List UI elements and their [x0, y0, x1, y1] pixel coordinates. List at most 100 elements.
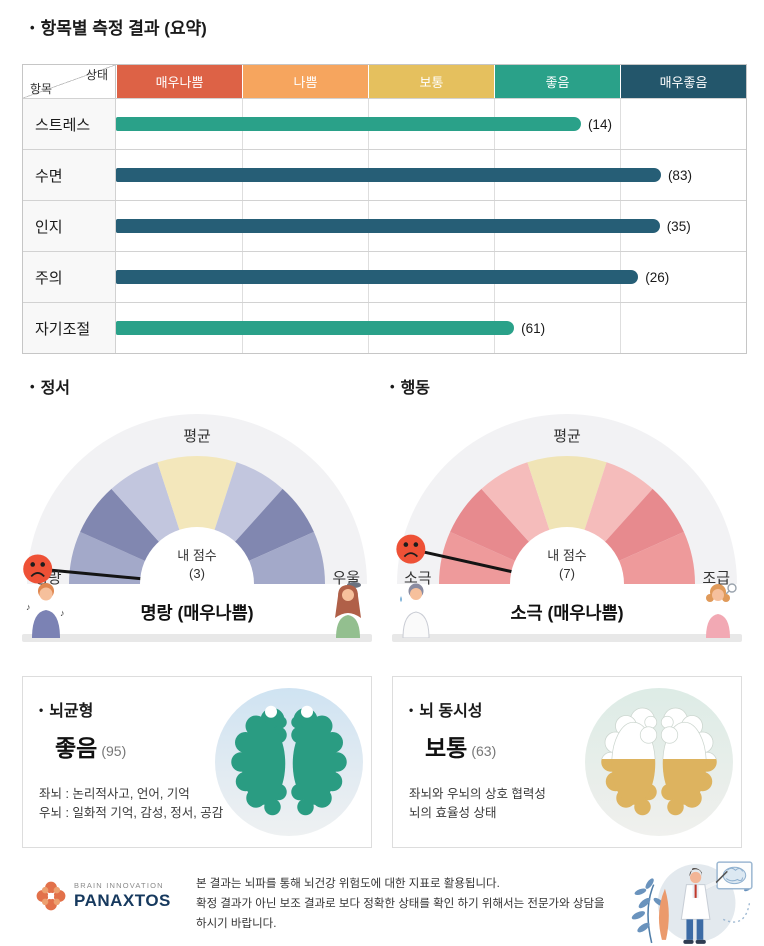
brain-synchrony-card: • 뇌 동시성 보통 (63) 좌뇌와 우뇌의 상호 협력성 뇌의 효율성 상태 — [392, 676, 742, 848]
table-row: 인지 (35) — [23, 200, 746, 251]
behavior-gauge-card: 평균 소극 조급 내 점수 (7) 소극 (매우나쁨) — [392, 404, 742, 654]
bar-value: (14) — [587, 116, 612, 132]
emotion-gauge-card: 평균 명랑 우울 내 점수 (3) 명랑 (매우나쁨) ♪ ♪ — [22, 404, 372, 654]
state-header-good: 좋음 — [494, 65, 620, 98]
gauge-center-label: 내 점수 — [177, 548, 217, 563]
result-bar — [116, 168, 661, 182]
sad-face-icon — [23, 554, 53, 584]
row-label-stress: 스트레스 — [23, 99, 116, 149]
state-header-verybad: 매우나쁨 — [116, 65, 242, 98]
result-bar — [116, 219, 660, 233]
section-title-text: 행동 — [400, 380, 431, 397]
page-title: • 항목별 측정 결과 (요약) — [30, 14, 207, 39]
gauge-floor — [22, 634, 372, 642]
logo-name: PANAXTOS — [74, 891, 171, 910]
brain-card-description: 좌뇌 : 논리적사고, 언어, 기억 우뇌 : 일화적 기억, 감성, 정서, … — [39, 785, 223, 824]
emotion-gauge: 평균 명랑 우울 내 점수 (3) — [23, 414, 367, 596]
bar-cell: (26) — [116, 252, 746, 302]
brain-balance-illustration — [215, 688, 363, 836]
logo-tagline: BRAIN INNOVATION — [74, 881, 164, 890]
bullet-icon: • — [30, 20, 35, 35]
panaxtos-logo: BRAIN INNOVATION PANAXTOS — [35, 880, 171, 912]
row-label-cognition: 인지 — [23, 201, 116, 251]
result-bar — [116, 321, 515, 335]
bullet-icon: • — [409, 703, 414, 717]
table-row: 수면 (83) — [23, 149, 746, 200]
bar-cell: (61) — [116, 303, 746, 353]
grade-text: 보통 — [425, 735, 468, 761]
behavior-gauge: 평균 소극 조급 내 점수 (7) — [396, 414, 737, 596]
brain-card-title: • 뇌 동시성 — [409, 697, 483, 721]
brain-card-title: • 뇌균형 — [39, 697, 93, 721]
desc-line: 우뇌 : 일화적 기억, 감성, 정서, 공감 — [39, 806, 224, 821]
gauge-floor — [392, 634, 742, 642]
gauge-caption: 소극 (매우나쁨) — [510, 603, 624, 623]
gauge-score: (3) — [189, 566, 205, 581]
summary-table-header: 상태 항목 매우나쁨 나쁨 보통 좋음 매우좋음 — [23, 65, 746, 98]
bar-cell: (35) — [116, 201, 746, 251]
table-row: 스트레스 (14) — [23, 98, 746, 149]
disclaimer-line: 본 결과는 뇌파를 통해 뇌건강 위험도에 대한 지표로 활용됩니다. — [196, 878, 500, 890]
section-title-emotion: • 정서 — [30, 374, 70, 398]
sweating-person-icon — [400, 583, 430, 638]
brain-balance-card: • 뇌균형 좋음 (95) 좌뇌 : 논리적사고, 언어, 기억 우뇌 : 일화적 … — [22, 676, 372, 848]
grade-score: (95) — [101, 743, 127, 759]
state-header-normal: 보통 — [368, 65, 494, 98]
desc-line: 좌뇌 : 논리적사고, 언어, 기억 — [39, 787, 190, 801]
brain-card-title-text: 뇌 동시성 — [419, 703, 483, 720]
gauge-left-label: 소극 — [404, 570, 432, 587]
row-label-attention: 주의 — [23, 252, 116, 302]
table-row: 주의 (26) — [23, 251, 746, 302]
bar-value: (61) — [521, 320, 546, 336]
summary-table: 상태 항목 매우나쁨 나쁨 보통 좋음 매우좋음 스트레스 (14) 수면 (8… — [22, 64, 747, 354]
bar-value: (26) — [645, 269, 670, 285]
brain-card-grade: 보통 (63) — [425, 729, 496, 763]
confused-person-icon — [706, 583, 737, 638]
section-title-behavior: • 행동 — [390, 374, 430, 398]
gauge-caption: 명랑 (매우나쁨) — [140, 603, 254, 623]
state-header-bad: 나쁨 — [242, 65, 368, 98]
bar-cell: (14) — [116, 99, 746, 149]
bullet-icon: • — [39, 703, 44, 717]
gauge-right-label: 조급 — [702, 570, 730, 587]
result-bar — [116, 270, 639, 284]
page-title-text: 항목별 측정 결과 (요약) — [40, 19, 207, 38]
brain-card-description: 좌뇌와 우뇌의 상호 협력성 뇌의 효율성 상태 — [409, 785, 546, 824]
brain-card-grade: 좋음 (95) — [55, 729, 126, 763]
sad-face-icon — [396, 534, 426, 564]
corner-item-label: 항목 — [30, 82, 53, 96]
gauge-top-label: 평균 — [553, 428, 581, 445]
desc-line: 뇌의 효율성 상태 — [409, 806, 497, 821]
row-label-selfcontrol: 자기조절 — [23, 303, 116, 353]
brain-card-title-text: 뇌균형 — [49, 703, 94, 720]
bullet-icon: • — [390, 379, 395, 394]
disclaimer-text: 본 결과는 뇌파를 통해 뇌건강 위험도에 대한 지표로 활용됩니다. 확정 결… — [196, 874, 606, 934]
row-label-sleep: 수면 — [23, 150, 116, 200]
doctor-illustration — [631, 861, 753, 944]
result-bar — [116, 117, 581, 131]
disclaimer-line: 확정 결과가 아닌 보조 결과로 보다 정확한 상태를 확인 하기 위해서는 전… — [196, 898, 605, 931]
bar-value: (83) — [667, 167, 692, 183]
svg-text:♪: ♪ — [60, 608, 65, 618]
gauge-center-label: 내 점수 — [547, 548, 587, 563]
bullet-icon: • — [30, 379, 35, 394]
gauge-score: (7) — [559, 566, 575, 581]
brain-cross-logo-icon — [36, 881, 66, 911]
grade-text: 좋음 — [55, 735, 98, 761]
desc-line: 좌뇌와 우뇌의 상호 협력성 — [409, 787, 546, 801]
corner-cell: 상태 항목 — [23, 65, 116, 98]
svg-text:♪: ♪ — [26, 602, 31, 612]
state-header-verygood: 매우좋음 — [620, 65, 746, 98]
brain-half-icon — [601, 707, 717, 816]
grade-score: (63) — [471, 743, 497, 759]
footer: BRAIN INNOVATION PANAXTOS 본 결과는 뇌파를 통해 뇌… — [0, 861, 764, 946]
gloomy-person-icon — [335, 582, 361, 638]
corner-state-label: 상태 — [85, 68, 108, 82]
brain-synchrony-illustration — [585, 688, 733, 836]
brain-icon — [231, 705, 347, 816]
section-title-text: 정서 — [40, 380, 71, 397]
gauge-top-label: 평균 — [183, 428, 211, 445]
bar-value: (35) — [666, 218, 691, 234]
bar-cell: (83) — [116, 150, 746, 200]
